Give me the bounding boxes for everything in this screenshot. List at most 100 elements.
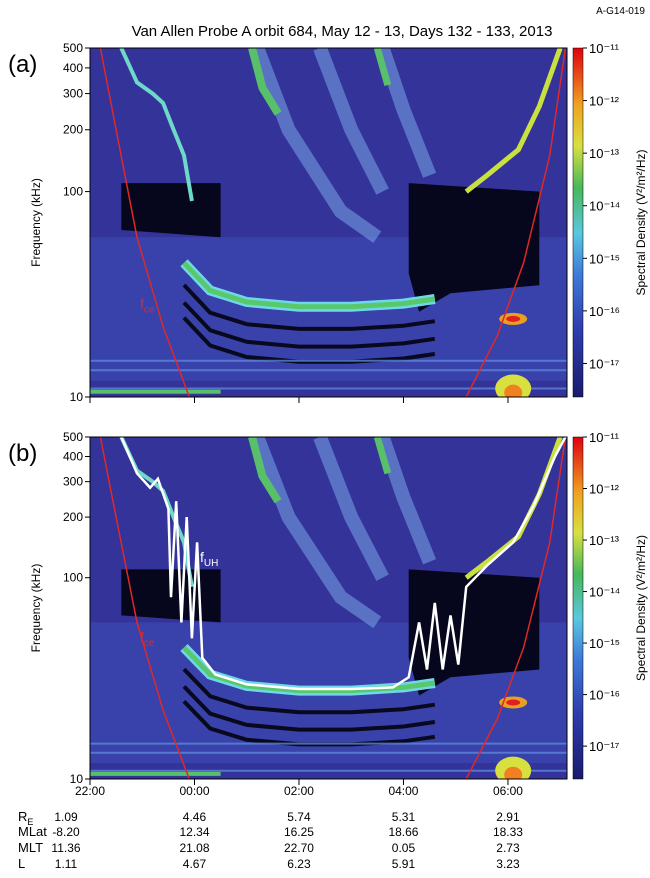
ephemeris-value: 1.11 [55, 857, 78, 871]
annotation-sub: ce [144, 304, 155, 315]
emission-streak [373, 48, 392, 87]
y-tick-label: 10 [70, 772, 84, 786]
y-tick-label: 100 [63, 571, 83, 585]
x-tick-label: 22:00 [75, 784, 105, 798]
colorbar-tick-label: 10⁻¹² [589, 482, 620, 497]
dark-band [182, 667, 436, 715]
ephemeris-value: 2.91 [496, 810, 520, 824]
ephemeris-row-label: MLat [18, 824, 47, 839]
colorbar-tick-label: 10⁻¹⁴ [589, 199, 620, 214]
fuh-trace [120, 437, 567, 691]
ephemeris-value: 2.73 [496, 841, 520, 855]
ephemeris-row-label-sub: E [27, 817, 33, 827]
colorbar-tick-label: 10⁻¹⁷ [589, 739, 620, 754]
dark-band [182, 283, 436, 331]
y-tick-label: 500 [63, 41, 83, 55]
ephemeris-row-label-main: R [18, 809, 27, 824]
colorbar-tick-label: 10⁻¹² [589, 94, 620, 109]
black-region [121, 183, 221, 238]
colorbar-tick-label: 10⁻¹⁵ [589, 251, 620, 266]
band [182, 645, 436, 694]
annotation-main: f [140, 629, 144, 645]
annotation-main: f [200, 549, 204, 565]
annotation: fce [140, 295, 155, 315]
hotspot [506, 315, 521, 322]
y-tick-label: 10 [70, 390, 84, 404]
annotation: fce [140, 629, 155, 649]
ephemeris-value: 18.66 [388, 825, 418, 839]
fce-curve [465, 48, 567, 397]
ephemeris-value: 5.91 [392, 857, 416, 871]
fce-curve [465, 437, 567, 779]
colorbar-tick-label: 10⁻¹⁴ [589, 585, 620, 600]
spectrogram [90, 437, 567, 779]
ephemeris-row-label: RE [18, 809, 33, 827]
trace [464, 48, 563, 194]
colorbar-tick-label: 10⁻¹⁶ [589, 304, 620, 319]
hotspot [504, 766, 523, 779]
ephemeris-value: 22.70 [284, 841, 314, 855]
ephemeris-row-label: MLT [18, 840, 43, 855]
ephemeris-value: 3.23 [496, 857, 520, 871]
emission-streak [250, 437, 382, 629]
y-tick-label: 400 [63, 61, 83, 75]
y-tick-label: 200 [63, 510, 83, 524]
ephemeris-value: 11.36 [51, 841, 80, 855]
y-tick-label: 300 [63, 87, 83, 101]
colorbar-label: Spectral Density (V²/m²/Hz) [634, 535, 648, 681]
colorbar-tick-label: 10⁻¹¹ [589, 430, 620, 445]
plot-frame [89, 436, 568, 780]
ephemeris-value: 1.09 [54, 810, 78, 824]
emission-streak [313, 437, 389, 581]
fce-curve [99, 48, 191, 397]
fce-curve [99, 437, 191, 779]
y-axis-label: Frequency (kHz) [29, 178, 43, 267]
black-region [408, 183, 540, 312]
colorbar-label: Spectral Density (V²/m²/Hz) [634, 149, 648, 295]
y-tick-label: 300 [63, 475, 83, 489]
y-tick-label: 400 [63, 450, 83, 464]
emission-streak [313, 48, 389, 195]
trace [119, 48, 194, 202]
colorbar-tick-label: 10⁻¹³ [589, 146, 620, 161]
colorbar [572, 47, 584, 398]
hotspot [506, 699, 521, 706]
x-tick-label: 02:00 [284, 784, 314, 798]
panel-label: (a) [8, 51, 37, 78]
emission-streak [375, 437, 437, 565]
x-tick-label: 00:00 [179, 784, 209, 798]
colorbar-tick-label: 10⁻¹⁷ [589, 356, 620, 371]
ephemeris-value: 21.08 [179, 841, 209, 855]
x-tick-label: 04:00 [388, 784, 418, 798]
panel-label: (b) [8, 440, 37, 467]
emission-streak [250, 48, 382, 243]
ephemeris-value: 5.31 [392, 810, 416, 824]
ephemeris-value: 4.46 [183, 810, 207, 824]
colorbar-tick-label: 10⁻¹⁵ [589, 636, 620, 651]
y-tick-label: 500 [63, 430, 83, 444]
hotspot [504, 384, 523, 397]
annotation-main: f [140, 295, 144, 311]
annotation: fUH [200, 549, 218, 569]
colorbar-tick-label: 10⁻¹⁶ [589, 688, 620, 703]
ephemeris-value: 16.25 [284, 825, 314, 839]
figure-code: A-G14-019 [596, 6, 645, 17]
emission-streak [248, 48, 282, 116]
ephemeris-value: -8.20 [52, 825, 80, 839]
y-axis-label: Frequency (kHz) [29, 564, 43, 653]
ephemeris-row-label: L [18, 856, 25, 871]
ephemeris-value: 5.74 [287, 810, 311, 824]
colorbar [572, 436, 584, 780]
colorbar-tick-label: 10⁻¹¹ [589, 41, 620, 56]
ephemeris-value: 6.23 [287, 857, 311, 871]
annotation-sub: UH [204, 558, 218, 569]
y-tick-label: 200 [63, 123, 83, 137]
emission-streak [373, 437, 392, 475]
dark-band [182, 301, 436, 349]
annotation-sub: ce [144, 638, 155, 649]
ephemeris-value: 12.34 [179, 825, 209, 839]
ephemeris-value: 18.33 [493, 825, 523, 839]
emission-streak [375, 48, 437, 178]
dark-band [182, 685, 436, 732]
